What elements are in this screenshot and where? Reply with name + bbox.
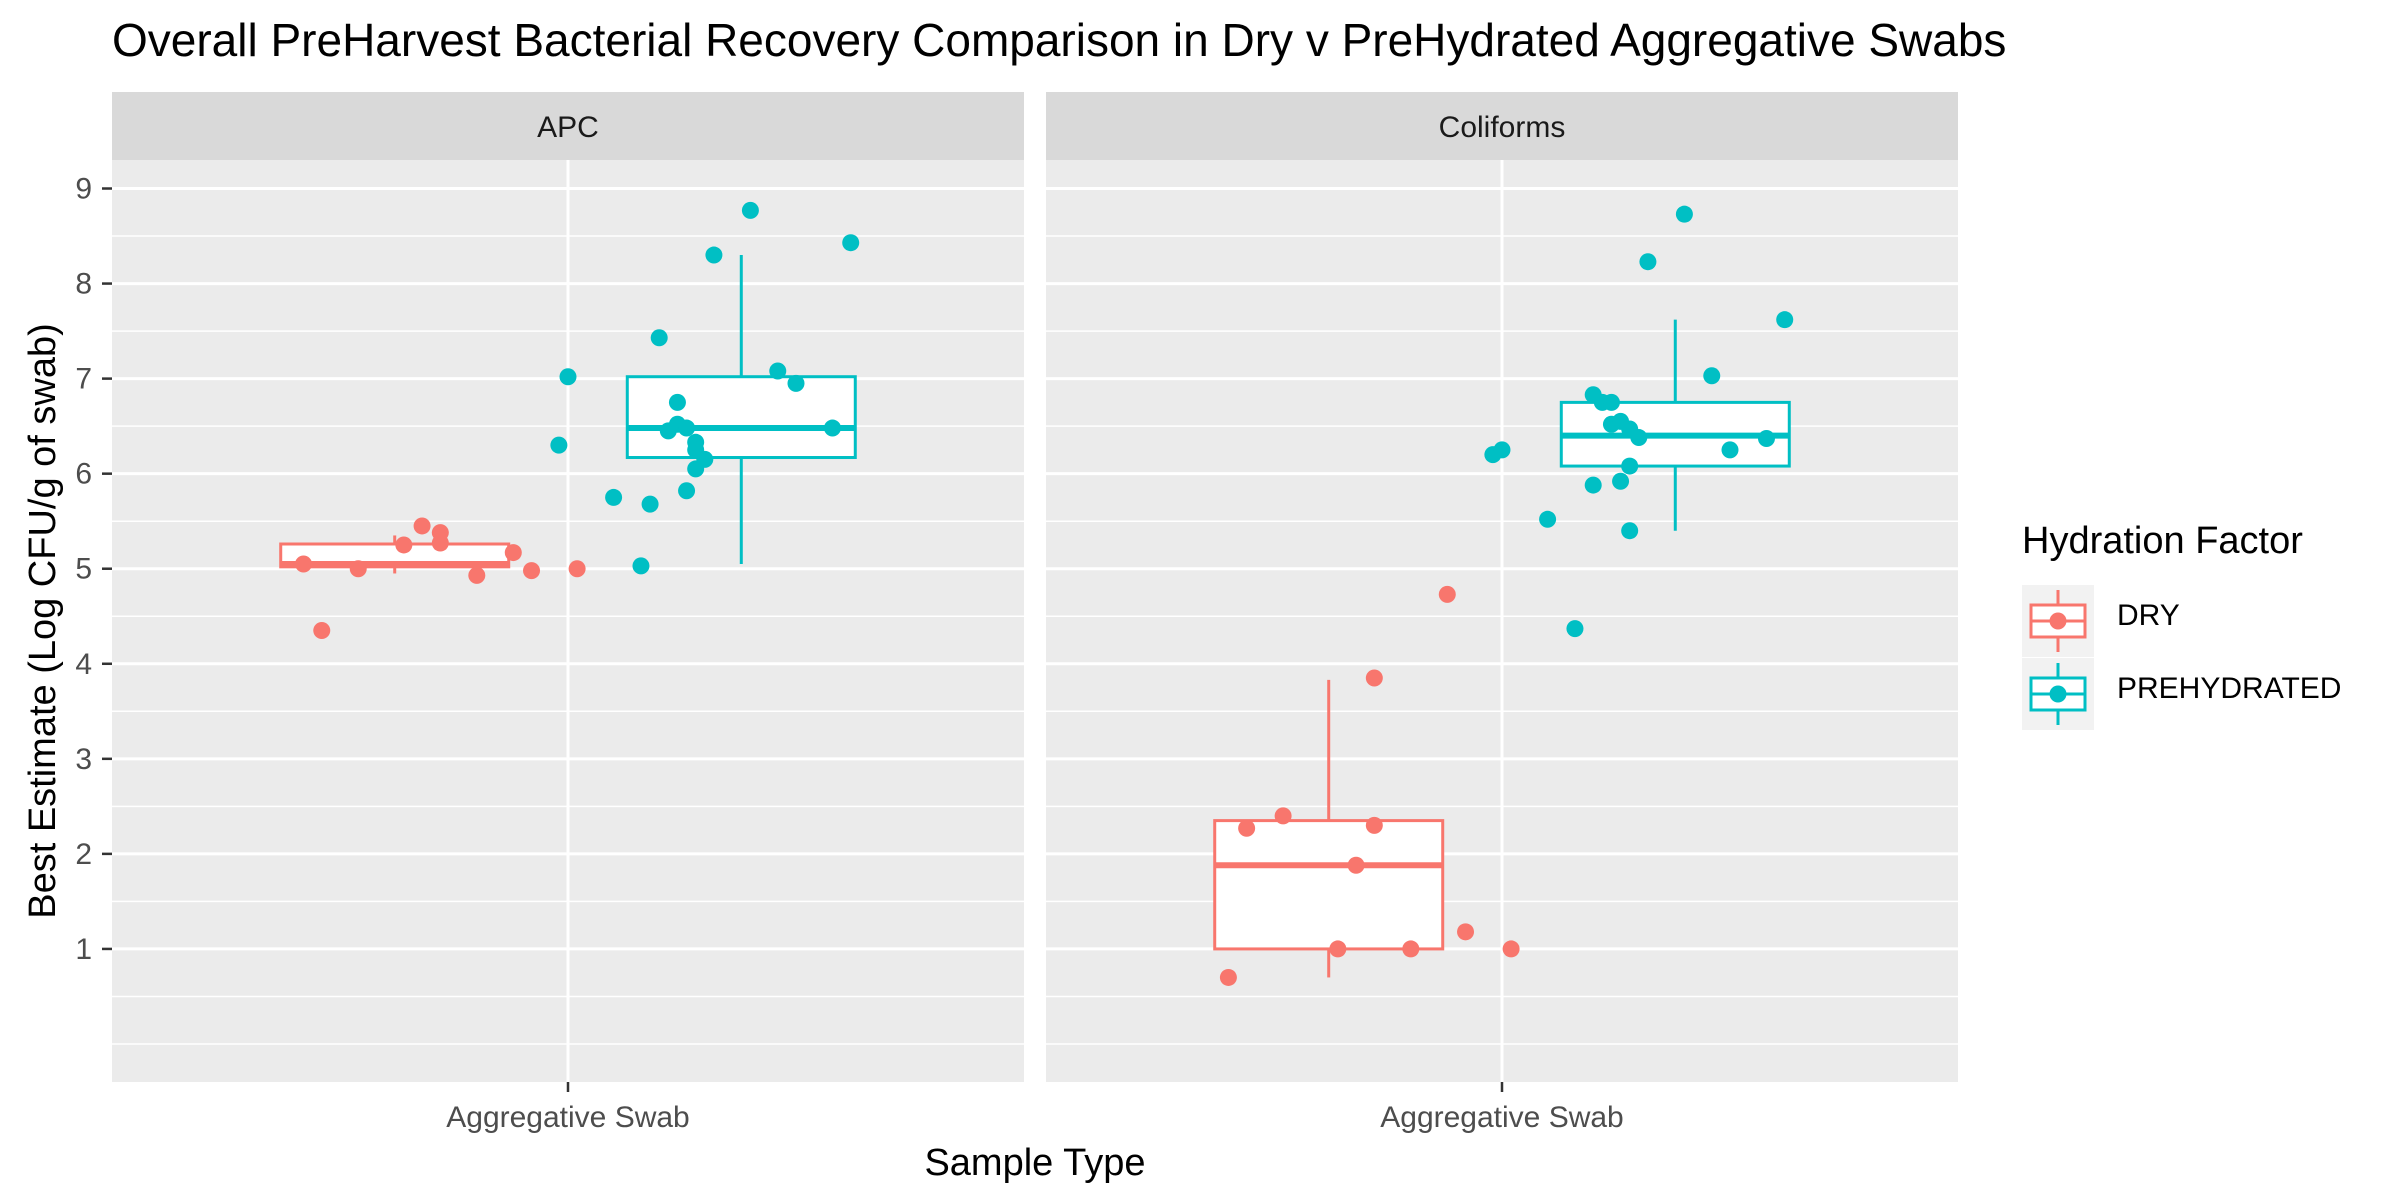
y-tick-label: 4: [75, 648, 92, 681]
data-point-prehydrated: [559, 368, 577, 386]
data-point-dry: [468, 566, 486, 584]
data-point-dry: [349, 560, 367, 578]
data-point-prehydrated: [1621, 457, 1639, 475]
data-point-prehydrated: [1757, 430, 1775, 448]
data-point-prehydrated: [696, 450, 714, 468]
strip-label: APC: [537, 111, 599, 144]
data-point-dry: [504, 544, 522, 562]
data-point-prehydrated: [1493, 441, 1511, 459]
y-tick-label: 3: [75, 743, 92, 776]
legend-key-point: [2049, 612, 2067, 630]
data-point-prehydrated: [1703, 367, 1721, 385]
data-point-prehydrated: [1675, 205, 1693, 223]
y-axis: 1 2 3 4 5 6 7 8 9: [75, 173, 112, 966]
y-tick-label: 1: [75, 933, 92, 966]
data-point-prehydrated: [632, 557, 650, 575]
grid: [112, 160, 1024, 1082]
panel-apc: APC Aggregative Swab: [112, 92, 1024, 1134]
legend: Hydration Factor DRY PREHYDRATED: [2022, 520, 2341, 730]
data-point-dry: [1219, 968, 1237, 986]
data-point-prehydrated: [605, 488, 623, 506]
legend-label-dry: DRY: [2117, 599, 2180, 632]
data-point-prehydrated: [678, 482, 696, 500]
data-point-dry: [295, 555, 313, 573]
data-point-prehydrated: [550, 436, 568, 454]
strip-label: Coliforms: [1439, 111, 1566, 144]
data-point-dry: [1238, 819, 1256, 837]
data-point-prehydrated: [787, 374, 805, 392]
y-tick-label: 9: [75, 173, 92, 206]
data-point-prehydrated: [1639, 253, 1657, 271]
chart-title: Overall PreHarvest Bacterial Recovery Co…: [112, 14, 2006, 66]
data-point-dry: [1329, 940, 1347, 958]
data-points: [295, 201, 860, 640]
boxplot-dry: [1213, 679, 1445, 978]
data-point-prehydrated: [678, 419, 696, 437]
boxplot-prehydrated: [625, 255, 857, 564]
legend-label-prehydrated: PREHYDRATED: [2117, 672, 2341, 705]
data-point-prehydrated: [823, 419, 841, 437]
y-tick-label: 8: [75, 268, 92, 301]
data-point-prehydrated: [1630, 429, 1648, 447]
y-axis-title: Best Estimate (Log CFU/g of swab): [22, 323, 64, 919]
data-points: [1219, 205, 1794, 986]
data-point-prehydrated: [741, 201, 759, 219]
data-point-prehydrated: [1776, 311, 1794, 329]
data-point-prehydrated: [1584, 476, 1602, 494]
strip-background: [1046, 92, 1958, 160]
box: [1213, 819, 1445, 951]
data-point-dry: [568, 560, 586, 578]
strip-background: [112, 92, 1024, 160]
data-point-prehydrated: [641, 495, 659, 513]
boxplot-prehydrated: [1559, 319, 1791, 531]
data-point-dry: [1365, 816, 1383, 834]
data-point-prehydrated: [650, 329, 668, 347]
data-point-prehydrated: [1612, 472, 1630, 490]
x-axis-title: Sample Type: [924, 1142, 1145, 1184]
data-point-prehydrated: [769, 362, 787, 380]
data-point-prehydrated: [1621, 522, 1639, 540]
grid: [1046, 160, 1958, 1082]
data-point-dry: [1347, 856, 1365, 874]
data-point-dry: [1438, 585, 1456, 603]
data-point-prehydrated: [705, 246, 723, 264]
legend-key-dry: [2022, 585, 2094, 657]
data-point-prehydrated: [842, 234, 860, 252]
data-point-prehydrated: [1539, 510, 1557, 528]
legend-title: Hydration Factor: [2022, 520, 2303, 562]
box: [625, 375, 857, 460]
data-point-dry: [1457, 923, 1475, 941]
data-point-dry: [395, 536, 413, 554]
data-point-prehydrated: [1566, 620, 1584, 638]
y-tick-label: 7: [75, 363, 92, 396]
data-point-dry: [1274, 807, 1292, 825]
y-tick-label: 5: [75, 553, 92, 586]
legend-key-prehydrated: [2022, 658, 2094, 730]
x-tick-label: Aggregative Swab: [1380, 1101, 1624, 1134]
x-tick-label: Aggregative Swab: [446, 1101, 690, 1134]
y-tick-label: 6: [75, 458, 92, 491]
data-point-dry: [1502, 940, 1520, 958]
data-point-prehydrated: [1602, 393, 1620, 411]
data-point-dry: [1402, 940, 1420, 958]
data-point-dry: [413, 517, 431, 535]
data-point-dry: [431, 524, 449, 542]
data-point-dry: [1365, 669, 1383, 687]
data-point-dry: [313, 622, 331, 640]
data-point-dry: [523, 562, 541, 580]
panel-coliforms: Coliforms Aggregative Swab: [1046, 92, 1958, 1134]
y-tick-label: 2: [75, 838, 92, 871]
data-point-prehydrated: [1721, 441, 1739, 459]
data-point-prehydrated: [668, 393, 686, 411]
boxplots: [1213, 319, 1791, 978]
legend-key-point: [2049, 685, 2067, 703]
